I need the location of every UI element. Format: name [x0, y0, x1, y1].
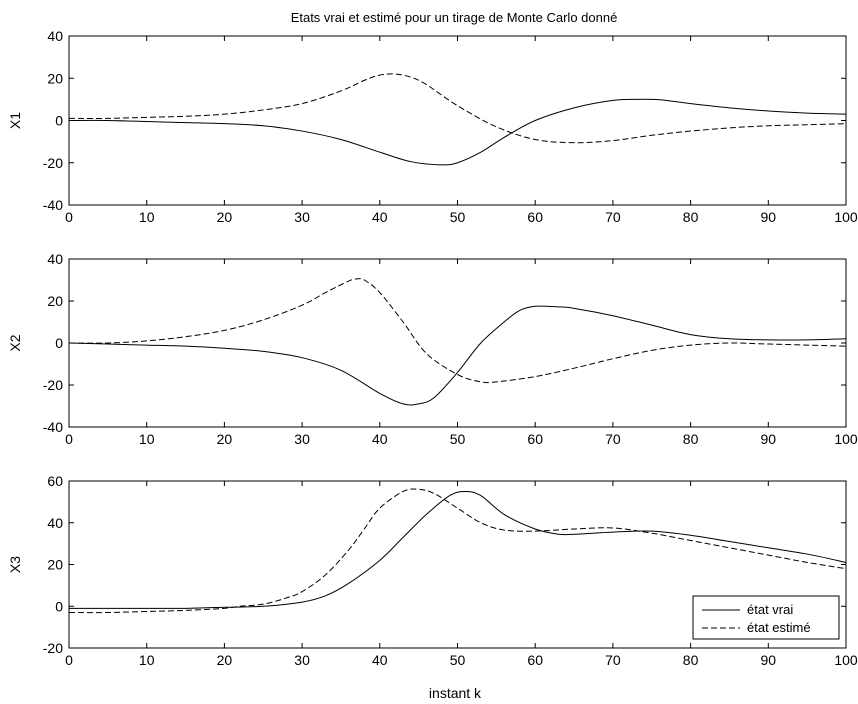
legend-label-true: état vrai [747, 602, 793, 617]
x-tick-label: 20 [217, 209, 233, 225]
plot-frame [68, 35, 847, 206]
y-tick-label: 0 [55, 335, 63, 351]
x-tick-label: 70 [605, 209, 621, 225]
y-tick-label: -20 [43, 155, 63, 171]
x-tick-label: 80 [683, 209, 699, 225]
x-tick-label: 20 [217, 431, 233, 447]
subplot-2: 0 10 20 30 40 50 60 70 80 90 100 -40 -20 0 20 40 X2 [7, 251, 858, 447]
series-true-line [68, 305, 847, 406]
y-tick-label: 40 [47, 28, 63, 44]
x-tick-label: 90 [761, 652, 777, 668]
legend: état vrai état estimé [692, 595, 840, 640]
series-estimated-line [68, 278, 847, 384]
x-tick-label: 70 [605, 431, 621, 447]
x-tick-label: 100 [834, 431, 858, 447]
y-tick-label: -20 [43, 640, 63, 656]
y-tick-label: 20 [47, 557, 63, 573]
y-tick-label: -40 [43, 419, 63, 435]
y-tick-label: 20 [47, 293, 63, 309]
x-tick-label: 40 [372, 431, 388, 447]
x-tick-label: 50 [450, 431, 466, 447]
x-tick-label: 30 [294, 431, 310, 447]
figure-title: Etats vrai et estimé pour un tirage de M… [291, 10, 618, 25]
series-true-line [69, 490, 847, 609]
series-estimated-line [68, 73, 847, 144]
x-tick-label: 100 [834, 209, 858, 225]
x-tick-label: 60 [527, 431, 543, 447]
x-axis-label: instant k [429, 685, 482, 701]
x-tick-label: 30 [294, 652, 310, 668]
x-tick-label: 100 [834, 652, 858, 668]
x-tick-label: 10 [139, 209, 155, 225]
y-tick-label: 0 [55, 113, 63, 129]
y-tick-label: 40 [47, 515, 63, 531]
x-tick-label: 80 [683, 431, 699, 447]
x-tick-label: 20 [217, 652, 233, 668]
x-tick-label: 40 [372, 652, 388, 668]
x-tick-label: 0 [65, 431, 73, 447]
x-tick-label: 40 [372, 209, 388, 225]
y-tick-label: 0 [55, 598, 63, 614]
y-tick-label: 60 [47, 473, 63, 489]
x-tick-label: 0 [65, 652, 73, 668]
series-estimated-line [68, 488, 847, 614]
y-axis-label: X1 [7, 112, 23, 129]
y-tick-label: 40 [47, 251, 63, 267]
x-tick-label: 80 [683, 652, 699, 668]
x-tick-label: 90 [761, 209, 777, 225]
x-tick-label: 10 [139, 652, 155, 668]
y-axis-label: X2 [7, 334, 23, 351]
subplot-1: 0 10 20 30 40 50 60 70 80 90 100 -40 -20 0 20 40 X1 [7, 28, 858, 225]
x-tick-label: 50 [450, 652, 466, 668]
x-tick-label: 90 [761, 431, 777, 447]
x-tick-label: 10 [139, 431, 155, 447]
legend-label-estimated: état estimé [747, 620, 811, 635]
x-tick-label: 50 [450, 209, 466, 225]
y-axis-label: X3 [7, 556, 23, 573]
series-true-line [68, 98, 847, 166]
y-tick-label: 20 [47, 70, 63, 86]
x-tick-label: 30 [294, 209, 310, 225]
y-tick-label: -20 [43, 377, 63, 393]
x-tick-label: 60 [527, 652, 543, 668]
x-tick-label: 70 [605, 652, 621, 668]
x-tick-label: 0 [65, 209, 73, 225]
y-tick-label: -40 [43, 197, 63, 213]
legend-box [692, 595, 840, 640]
x-tick-label: 60 [527, 209, 543, 225]
plot-frame [68, 258, 847, 428]
